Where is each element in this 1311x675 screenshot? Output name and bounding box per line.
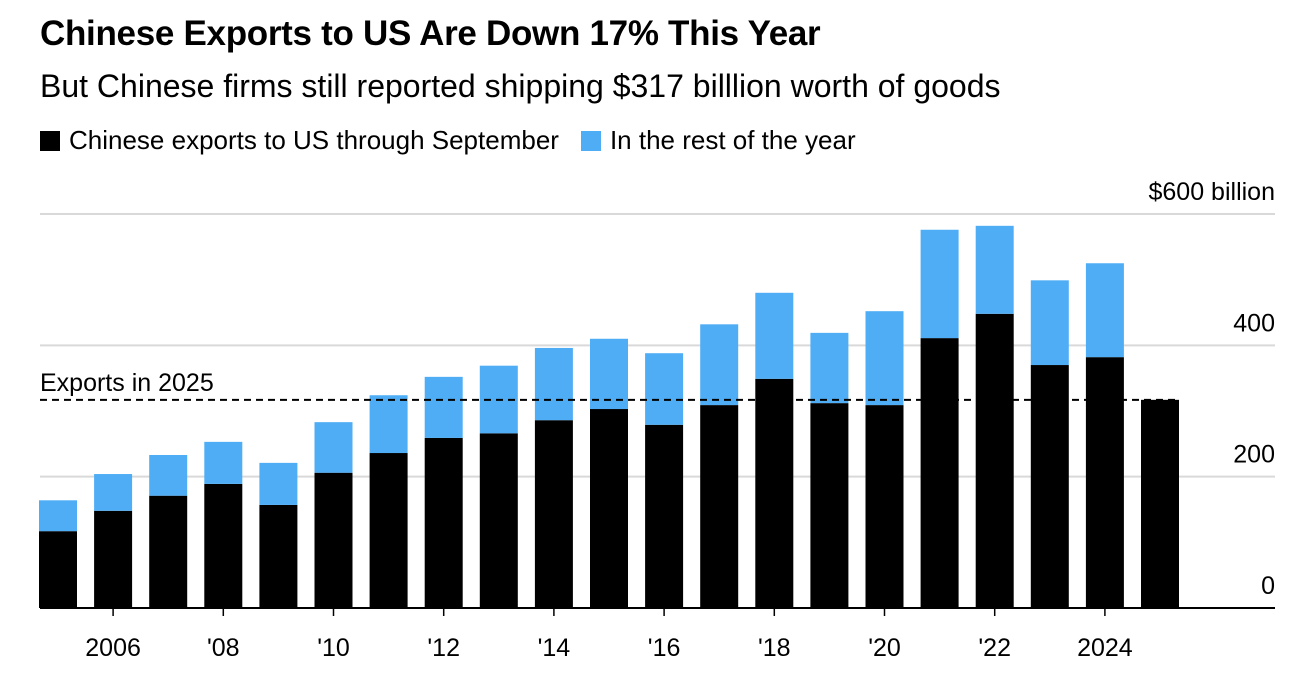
legend-label: Chinese exports to US through September [69,125,559,155]
bar-rest-of-year-2019 [810,332,849,404]
chart-title: Chinese Exports to US Are Down 17% This … [40,14,821,53]
x-tick-label: '20 [868,634,901,662]
y-tick-label: 400 [1233,309,1275,337]
bar-rest-of-year-2010 [314,422,353,473]
bar-through-september-2012 [424,437,463,608]
bar-rest-of-year-2011 [369,395,408,454]
bar-through-september-2016 [645,424,684,608]
bar-through-september-2023 [1030,365,1069,608]
bar-rest-of-year-2021 [920,229,959,339]
bar-through-september-2008 [204,483,243,608]
x-tick-label: 2024 [1077,634,1133,662]
x-tick-label: '14 [538,634,571,662]
legend-label: In the rest of the year [609,125,856,155]
bar-rest-of-year-2020 [865,311,904,406]
x-tick-label: '22 [978,634,1011,662]
bar-through-september-2007 [149,495,188,608]
bar-through-september-2015 [590,409,628,608]
x-tick-label: '10 [317,634,350,662]
bar-through-september-2014 [534,420,573,608]
bar-through-september-2019 [810,403,849,608]
bar-through-september-2013 [479,433,518,608]
bar-rest-of-year-2012 [424,376,463,438]
x-tick-label: '16 [648,634,681,662]
bar-through-september-2025 [1141,399,1179,608]
bar-rest-of-year-2022 [975,225,1014,314]
legend-item-rest-of-year: In the rest of the year [580,125,856,156]
legend-swatch-through-september [40,130,60,151]
bar-through-september-2021 [920,338,959,608]
legend-swatch-rest-of-year [580,130,601,151]
bar-through-september-2022 [975,313,1014,608]
bar-through-september-2011 [369,453,408,608]
bar-through-september-2018 [755,378,794,608]
bar-rest-of-year-2017 [700,324,739,406]
y-tick-label: $600 billion [1149,178,1276,206]
bar-through-september-2017 [700,405,739,608]
bar-rest-of-year-2023 [1030,280,1069,366]
bar-through-september-2005 [39,531,77,608]
reference-line-label: Exports in 2025 [40,369,214,397]
bar-through-september-2009 [259,504,298,608]
chart-subtitle: But Chinese firms still reported shippin… [40,68,1001,104]
x-tick-label: '08 [207,634,240,662]
bar-rest-of-year-2024 [1085,263,1124,358]
bar-rest-of-year-2014 [534,347,573,421]
bar-rest-of-year-2006 [94,474,133,511]
y-tick-label: 0 [1261,572,1275,600]
x-tick-label: 2006 [85,634,141,662]
bar-rest-of-year-2005 [39,500,77,532]
x-tick-label: '12 [427,634,460,662]
bar-rest-of-year-2008 [204,441,243,484]
legend-item-through-september: Chinese exports to US through September [40,125,559,156]
legend: Chinese exports to US through September … [40,125,856,156]
bar-rest-of-year-2016 [645,353,684,425]
bar-rest-of-year-2018 [755,292,794,379]
bar-rest-of-year-2015 [590,338,628,410]
bar-through-september-2010 [314,472,353,608]
bar-through-september-2020 [865,405,904,608]
x-tick-label: '18 [758,634,791,662]
y-tick-label: 200 [1233,441,1275,469]
bar-through-september-2006 [94,510,133,608]
bar-rest-of-year-2007 [149,454,188,496]
bar-through-september-2024 [1085,357,1124,608]
bar-rest-of-year-2009 [259,462,298,505]
